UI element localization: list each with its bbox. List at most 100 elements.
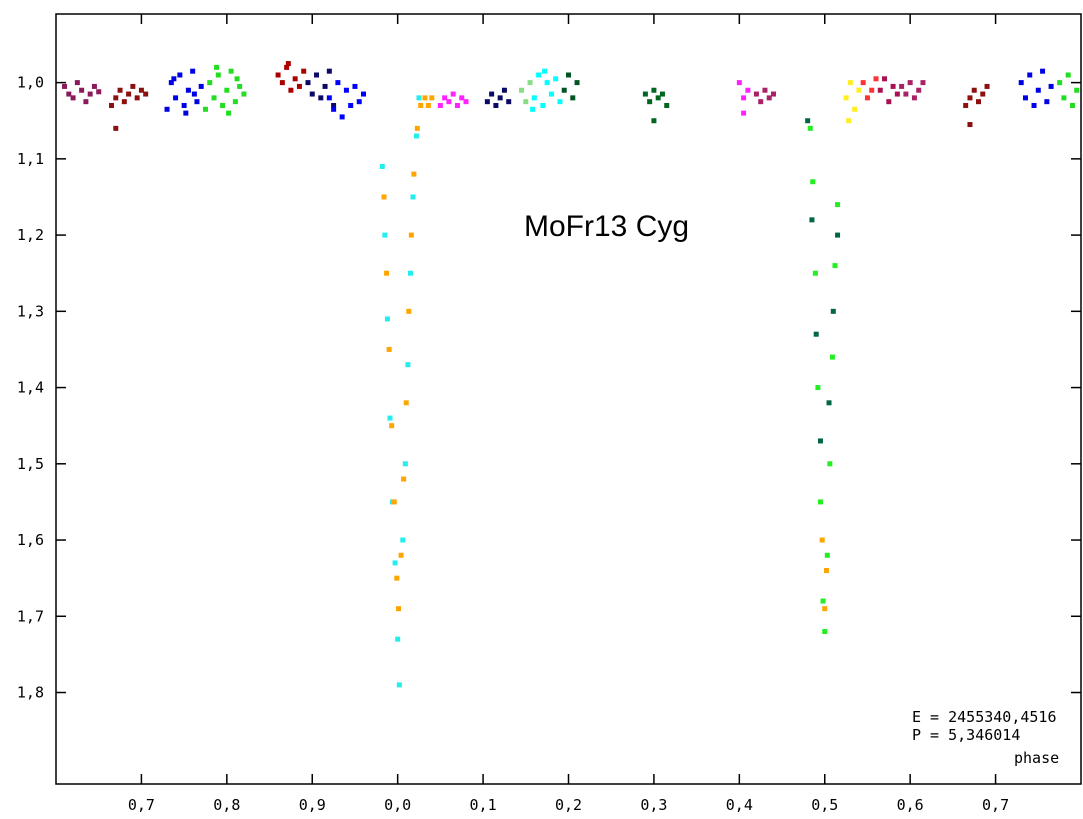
data-point	[130, 83, 136, 89]
data-point	[405, 362, 411, 368]
data-point	[416, 95, 422, 101]
data-point	[382, 232, 388, 238]
data-point	[386, 346, 392, 352]
chart-title: MoFr13 Cyg	[524, 210, 689, 243]
data-point	[824, 552, 830, 558]
data-point	[70, 95, 76, 101]
data-point	[425, 102, 431, 108]
data-point	[198, 83, 204, 89]
data-point	[164, 106, 170, 112]
data-point	[134, 95, 140, 101]
data-point	[963, 102, 969, 108]
data-point	[285, 61, 291, 67]
data-point	[422, 95, 428, 101]
data-point	[117, 87, 123, 93]
data-point	[484, 99, 490, 105]
data-point	[113, 125, 119, 131]
data-point	[279, 80, 285, 86]
data-point	[527, 80, 533, 86]
x-tick-label: 0,8	[213, 796, 240, 814]
data-point	[753, 91, 759, 97]
data-point	[454, 102, 460, 108]
data-point	[489, 91, 495, 97]
y-tick-label: 1,1	[17, 150, 44, 168]
data-point	[852, 106, 858, 112]
data-point	[410, 194, 416, 200]
data-point	[352, 83, 358, 89]
data-point	[381, 194, 387, 200]
data-point	[437, 102, 443, 108]
data-point	[540, 102, 546, 108]
data-point	[331, 102, 337, 108]
x-axis-label: phase	[1014, 749, 1059, 767]
data-point	[762, 87, 768, 93]
data-point	[967, 95, 973, 101]
data-point	[846, 118, 852, 124]
data-point	[822, 606, 828, 612]
data-point	[815, 385, 821, 391]
data-point	[66, 91, 72, 97]
data-point	[348, 102, 354, 108]
x-tick-label: 0,6	[897, 796, 924, 814]
data-point	[548, 91, 554, 97]
y-tick-label: 1,5	[17, 455, 44, 473]
data-point	[820, 598, 826, 604]
data-point	[429, 95, 435, 101]
data-point	[339, 114, 345, 120]
data-point	[62, 83, 68, 89]
data-point	[664, 102, 670, 108]
data-point	[74, 80, 80, 86]
data-point	[343, 87, 349, 93]
data-point	[335, 80, 341, 86]
data-point	[869, 87, 875, 93]
data-point	[403, 400, 409, 406]
data-point	[501, 87, 507, 93]
data-point	[823, 568, 829, 574]
data-point	[171, 76, 177, 82]
data-point	[536, 72, 542, 78]
data-point	[411, 171, 417, 177]
data-point	[553, 76, 559, 82]
data-point	[202, 106, 208, 112]
y-tick-label: 1,8	[17, 684, 44, 702]
y-tick-label: 1,3	[17, 302, 44, 320]
data-point	[741, 95, 747, 101]
data-point	[542, 68, 548, 74]
data-point	[835, 202, 841, 208]
data-point	[1027, 72, 1033, 78]
data-point	[288, 87, 294, 93]
data-point	[805, 118, 811, 124]
data-point	[400, 537, 406, 543]
period-annotation: P = 5,346014	[912, 726, 1020, 744]
data-point	[920, 80, 926, 86]
data-point	[121, 99, 127, 105]
data-point	[168, 80, 174, 86]
y-tick-label: 1,6	[17, 531, 44, 549]
data-point	[234, 76, 240, 82]
data-point	[810, 179, 816, 185]
data-point	[819, 537, 825, 543]
data-point	[984, 83, 990, 89]
data-point	[843, 95, 849, 101]
data-point	[886, 99, 892, 105]
data-point	[574, 80, 580, 86]
data-point	[126, 91, 132, 97]
data-point	[402, 461, 408, 467]
data-point	[241, 91, 247, 97]
data-point	[1031, 102, 1037, 108]
data-point	[228, 68, 234, 74]
data-point	[463, 99, 469, 105]
data-point	[331, 106, 337, 112]
data-point	[361, 91, 366, 97]
data-point	[211, 95, 217, 101]
data-point	[224, 87, 230, 93]
x-tick-label: 0,7	[982, 796, 1009, 814]
data-point	[882, 76, 888, 82]
data-point	[284, 64, 290, 70]
data-point	[91, 83, 97, 89]
data-point	[1074, 87, 1080, 93]
data-point	[356, 99, 362, 105]
data-point	[813, 331, 819, 337]
data-point	[301, 68, 307, 74]
